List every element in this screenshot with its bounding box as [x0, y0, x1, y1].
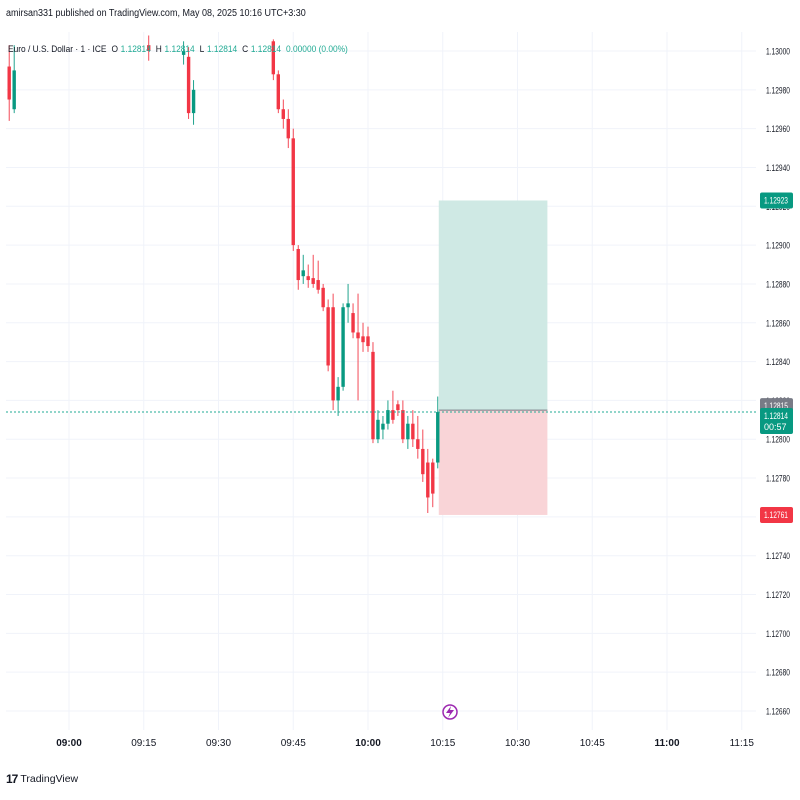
candle-body[interactable] — [401, 410, 405, 440]
candle-body[interactable] — [361, 336, 365, 343]
y-tick-label: 1.12800 — [766, 435, 790, 446]
x-tick-label: 10:30 — [505, 738, 530, 749]
candle-body[interactable] — [336, 386, 340, 401]
candle-body[interactable] — [396, 404, 400, 411]
candle-body[interactable] — [296, 249, 300, 281]
candle-body[interactable] — [186, 56, 191, 114]
y-tick-label: 1.12960 — [766, 124, 790, 135]
x-tick-label: 10:00 — [355, 738, 381, 749]
candle-body[interactable] — [391, 410, 395, 420]
candle-body[interactable] — [326, 307, 330, 366]
candle-body[interactable] — [181, 51, 186, 55]
x-tick-label: 11:00 — [654, 738, 679, 749]
lightning-icon[interactable] — [442, 704, 458, 720]
take-profit-zone[interactable] — [438, 200, 548, 411]
candle-body[interactable] — [351, 313, 355, 333]
legend-high-label: H — [155, 44, 162, 55]
candle-body[interactable] — [286, 118, 290, 139]
y-tick-label: 1.12680 — [766, 668, 790, 679]
price-label-target[interactable] — [760, 192, 793, 209]
legend-close-label: C — [242, 44, 249, 55]
candle-body[interactable] — [306, 276, 310, 281]
candle-body[interactable] — [147, 45, 151, 51]
y-tick-label: 1.12720 — [766, 590, 790, 601]
candle-body[interactable] — [191, 89, 196, 114]
price-label-countdown: 00:57 — [764, 422, 787, 432]
price-label-last[interactable] — [760, 408, 793, 435]
candle-body[interactable] — [276, 74, 280, 110]
candle-body[interactable] — [7, 66, 11, 100]
candle-body[interactable] — [416, 439, 420, 449]
legend-open-label: O — [111, 44, 118, 55]
candle-body[interactable] — [291, 138, 295, 246]
candle-body[interactable] — [271, 41, 276, 75]
candle-body[interactable] — [436, 412, 440, 463]
y-tick-label: 1.12740 — [766, 551, 790, 562]
y-tick-label: 1.12860 — [766, 318, 790, 329]
y-tick-label: 1.12700 — [766, 629, 790, 640]
candle-body[interactable] — [421, 448, 425, 475]
x-tick-label: 09:00 — [56, 738, 82, 749]
candle-body[interactable] — [12, 70, 16, 110]
candle-body[interactable] — [356, 332, 360, 339]
y-tick-label: 1.12840 — [766, 357, 790, 368]
candle-body[interactable] — [366, 336, 370, 347]
legend-high-value: 1.12814 — [164, 44, 195, 55]
x-tick-label: 09:30 — [206, 738, 231, 749]
candle-body[interactable] — [316, 280, 320, 290]
candle-body[interactable] — [341, 307, 345, 387]
candle-body[interactable] — [346, 303, 350, 308]
price-label-stop[interactable] — [760, 506, 793, 523]
y-tick-label: 1.12780 — [766, 474, 790, 485]
candle-body[interactable] — [376, 419, 380, 440]
candle-body[interactable] — [381, 423, 385, 430]
tradingview-logo-icon: 17 — [6, 772, 18, 786]
legend-low-value: 1.12814 — [206, 44, 238, 55]
y-tick-label: 1.13000 — [766, 47, 790, 58]
lightning-bolt-icon — [446, 706, 454, 718]
y-tick-label: 1.12940 — [766, 163, 790, 174]
legend-symbol[interactable]: Euro / U.S. Dollar · 1 · ICE — [8, 44, 107, 55]
candle-body[interactable] — [281, 109, 285, 119]
legend-close-value: 1.12814 — [250, 44, 282, 55]
candle-body[interactable] — [431, 462, 435, 494]
x-tick-label: 11:15 — [730, 738, 755, 749]
candle-body[interactable] — [321, 287, 325, 308]
x-tick-label: 09:15 — [131, 738, 156, 749]
candle-body[interactable] — [311, 278, 315, 284]
legend-open-value: 1.12814 — [120, 44, 151, 55]
tradingview-brand: TradingView — [20, 773, 79, 785]
price-label-last-text: 1.12814 — [764, 411, 788, 422]
candle-body[interactable] — [406, 423, 410, 440]
candle-body[interactable] — [386, 410, 390, 424]
publisher-line: amirsan331 published on TradingView.com,… — [6, 8, 306, 19]
price-label-entry-text: 1.12815 — [764, 401, 788, 412]
candle-body[interactable] — [371, 351, 375, 440]
x-tick-label: 09:45 — [281, 738, 306, 749]
y-tick-label: 1.12900 — [766, 241, 790, 252]
y-tick-label: 1.12880 — [766, 279, 790, 290]
price-label-stop-text: 1.12761 — [764, 510, 788, 521]
legend-low-label: L — [199, 44, 205, 55]
candle-body[interactable] — [426, 462, 430, 498]
candle-body[interactable] — [301, 270, 305, 277]
y-tick-label: 1.12660 — [766, 707, 790, 718]
price-label-target-text: 1.12923 — [764, 195, 788, 206]
legend-change-value: 0.00000 (0.00%) — [286, 44, 348, 55]
candle-body[interactable] — [411, 423, 415, 440]
x-tick-label: 10:15 — [430, 738, 455, 749]
stop-loss-zone[interactable] — [438, 410, 548, 515]
candle-body[interactable] — [331, 307, 335, 401]
x-tick-label: 10:45 — [580, 738, 605, 749]
candles-group[interactable] — [7, 35, 440, 513]
y-tick-label: 1.12980 — [766, 85, 790, 96]
tradingview-footer[interactable]: 17 TradingView — [6, 772, 78, 786]
